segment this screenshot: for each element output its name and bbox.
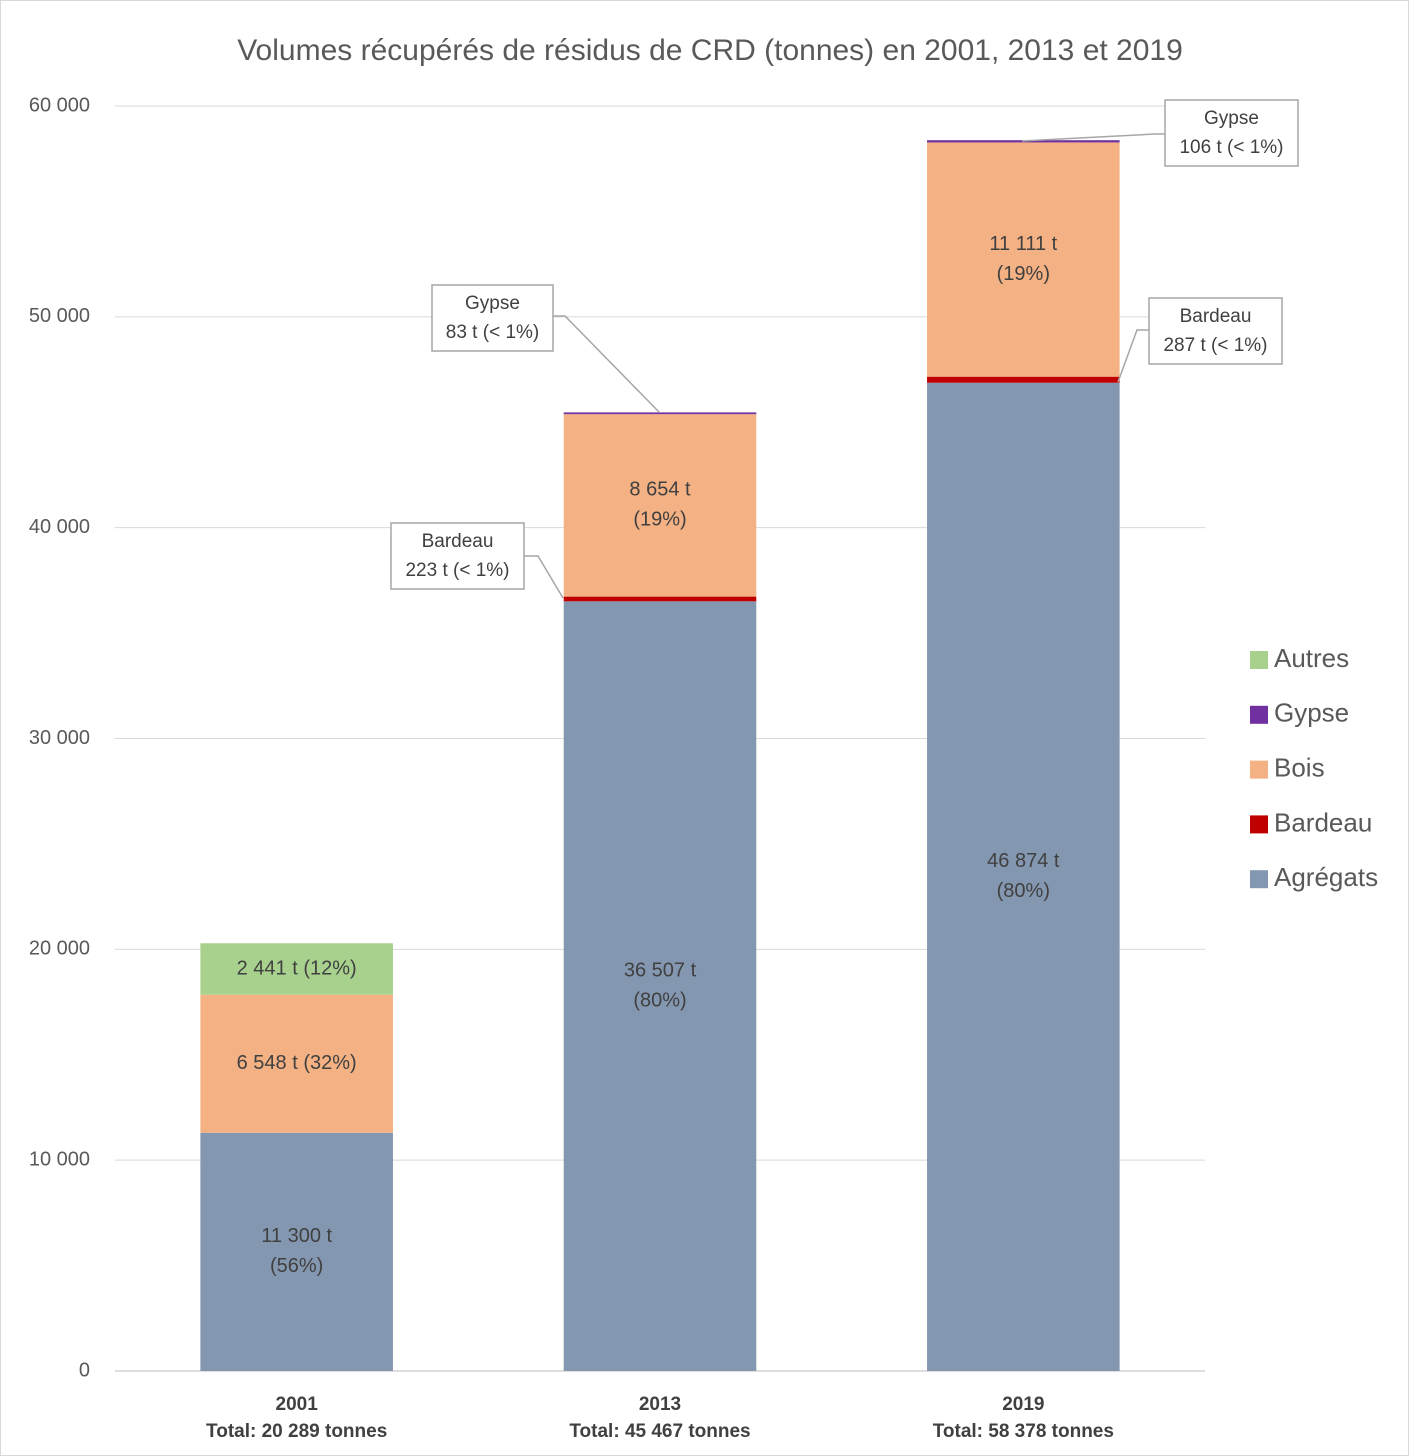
y-tick-label: 20 000 — [29, 938, 90, 960]
legend-swatch — [1250, 870, 1268, 889]
data-label: 8 654 t — [629, 479, 691, 501]
y-tick-label: 40 000 — [29, 516, 90, 538]
callout-line — [1117, 329, 1149, 383]
bar-segment — [927, 382, 1120, 1371]
y-tick-label: 10 000 — [29, 1148, 90, 1170]
y-tick-label: 30 000 — [29, 727, 90, 749]
x-tick-sublabel: Total: 45 467 tonnes — [569, 1421, 750, 1442]
bar-segment — [200, 943, 393, 995]
data-label: 287 t (< 1%) — [1163, 335, 1267, 356]
legend-label: Autres — [1274, 643, 1349, 673]
callout-box — [390, 522, 525, 590]
callout-name: Bardeau — [422, 531, 494, 552]
callout-box — [1164, 99, 1299, 167]
legend-swatch — [1250, 815, 1268, 834]
legend-label: Bois — [1274, 752, 1325, 782]
data-label: 36 507 t — [624, 959, 697, 981]
callout-line — [524, 555, 564, 599]
bar-segment — [200, 1132, 393, 1371]
legend-swatch — [1250, 705, 1268, 724]
legend-label: Agrégats — [1274, 862, 1378, 892]
data-label: 2 441 t (12%) — [237, 957, 357, 979]
data-label: (80%) — [997, 880, 1050, 902]
data-label: (56%) — [270, 1255, 323, 1277]
bar-segment — [563, 412, 757, 415]
x-tick-sublabel: Total: 20 289 tonnes — [206, 1421, 387, 1442]
legend-swatch — [1250, 760, 1268, 779]
data-label: 223 t (< 1%) — [405, 560, 509, 581]
data-label: 6 548 t (32%) — [237, 1052, 357, 1074]
bar-segment — [927, 376, 1120, 383]
data-label: (19%) — [633, 509, 686, 531]
bar-segment — [927, 142, 1120, 377]
callout-name: Bardeau — [1180, 306, 1252, 327]
data-label: 83 t (< 1%) — [446, 322, 539, 343]
callout-line — [1021, 133, 1165, 142]
bar-segment — [200, 994, 393, 1133]
callout-name: Gypse — [1204, 108, 1259, 129]
data-label: 106 t (< 1%) — [1179, 137, 1283, 158]
legend-label: Gypse — [1274, 698, 1349, 728]
bar-segment — [563, 601, 757, 1371]
callout-box — [431, 284, 554, 352]
callout-name: Gypse — [465, 293, 520, 314]
y-tick-label: 0 — [79, 1359, 90, 1381]
x-tick-label: 2013 — [639, 1394, 681, 1415]
bar-segment — [563, 596, 757, 602]
callout-box — [1148, 297, 1283, 365]
legend-swatch — [1250, 651, 1268, 669]
chart-title: Volumes récupérés de résidus de CRD (ton… — [237, 34, 1183, 67]
callout-line — [553, 315, 660, 413]
legend-label: Bardeau — [1274, 807, 1372, 837]
data-label: 46 874 t — [987, 850, 1060, 872]
data-label: 11 300 t — [261, 1225, 332, 1247]
bar-segment — [563, 414, 757, 597]
x-tick-label: 2001 — [276, 1394, 319, 1415]
data-label: 11 111 t — [989, 233, 1057, 255]
y-tick-label: 60 000 — [29, 94, 90, 116]
x-tick-label: 2019 — [1002, 1394, 1044, 1415]
data-label: (19%) — [997, 263, 1050, 285]
x-tick-sublabel: Total: 58 378 tonnes — [933, 1421, 1114, 1442]
y-tick-label: 50 000 — [29, 305, 90, 327]
data-label: (80%) — [633, 989, 686, 1011]
